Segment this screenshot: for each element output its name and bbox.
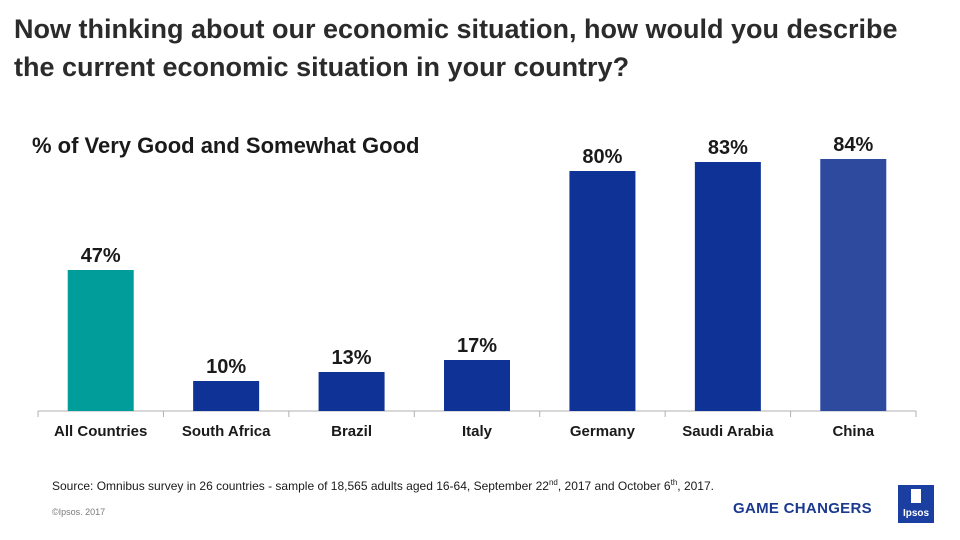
bar-all-countries (67, 270, 134, 411)
category-label: Germany (570, 423, 636, 440)
chart-subtitle: % of Very Good and Somewhat Good (32, 133, 420, 158)
data-label: 83% (708, 137, 748, 159)
page-title: Now thinking about our economic situatio… (14, 14, 898, 82)
category-label: Brazil (331, 423, 372, 440)
category-label: China (832, 423, 874, 440)
data-label: 80% (582, 146, 622, 168)
bar-saudi-arabia (694, 162, 761, 411)
category-label: Saudi Arabia (682, 423, 774, 440)
bar-italy (444, 360, 510, 411)
logo-mark-icon (911, 489, 921, 503)
bar-brazil (318, 372, 385, 411)
source-sup-2: th (670, 478, 678, 487)
copyright: ©Ipsos. 2017 (52, 507, 106, 517)
source-sup-1: nd (548, 478, 558, 487)
bar-germany (569, 171, 636, 411)
data-label: 10% (206, 356, 246, 378)
category-label: All Countries (54, 423, 147, 440)
brand-tagline: GAME CHANGERS (733, 500, 872, 517)
bar-china (820, 159, 887, 411)
data-label: 17% (457, 335, 497, 357)
data-label: 84% (833, 134, 873, 156)
logo-text: Ipsos (902, 508, 930, 519)
data-label: 47% (81, 245, 121, 267)
bar-south-africa (193, 381, 260, 411)
source-suffix: , 2017. (677, 479, 714, 493)
category-label: Italy (462, 423, 493, 440)
data-label: 13% (332, 347, 372, 369)
source-note: Source: Omnibus survey in 26 countries -… (52, 478, 714, 493)
source-mid: , 2017 and October 6 (557, 479, 671, 493)
ipsos-logo: Ipsos (898, 485, 934, 523)
source-prefix: Source: Omnibus survey in 26 countries -… (52, 479, 549, 493)
category-label: South Africa (182, 423, 271, 440)
